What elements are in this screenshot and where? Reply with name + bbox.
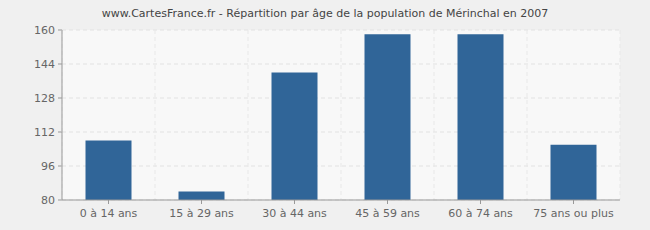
bar — [458, 34, 504, 200]
x-tick-mark — [387, 200, 388, 204]
tick-mark — [58, 200, 62, 201]
bar — [365, 34, 411, 200]
bar — [272, 73, 318, 201]
x-tick-mark — [480, 200, 481, 204]
x-tick-label: 75 ans ou plus — [533, 207, 614, 220]
tick-mark — [58, 132, 62, 133]
title: www.CartesFrance.fr - Répartition par âg… — [102, 7, 549, 20]
grid-line — [62, 200, 620, 201]
grid-line-vertical — [620, 30, 621, 200]
chart-svg: www.CartesFrance.fr - Répartition par âg… — [0, 0, 650, 230]
x-tick-label: 45 à 59 ans — [355, 207, 420, 220]
x-tick-mark — [294, 200, 295, 204]
grid-line — [62, 98, 620, 99]
y-axis — [62, 30, 63, 200]
x-tick-mark — [108, 200, 109, 204]
x-tick-label: 60 à 74 ans — [448, 207, 513, 220]
y-tick-label: 128 — [34, 92, 55, 105]
y-tick-label: 96 — [41, 160, 55, 173]
grid-line-vertical — [62, 30, 63, 200]
grid-line — [62, 64, 620, 65]
x-tick-label: 30 à 44 ans — [262, 207, 327, 220]
x-tick-label: 0 à 14 ans — [80, 207, 138, 220]
background — [0, 0, 650, 230]
tick-mark — [58, 166, 62, 167]
y-tick-label: 80 — [41, 194, 55, 207]
x-axis — [62, 200, 620, 201]
chart-container: www.CartesFrance.fr - Répartition par âg… — [0, 0, 650, 230]
x-tick-label: 15 à 29 ans — [169, 207, 234, 220]
y-tick-label: 112 — [34, 126, 55, 139]
grid-line-vertical — [155, 30, 156, 200]
bar — [86, 141, 132, 201]
bar — [551, 145, 597, 200]
bar — [179, 192, 225, 201]
grid-line-vertical — [434, 30, 435, 200]
tick-mark — [58, 98, 62, 99]
x-tick-mark — [573, 200, 574, 204]
grid-line-vertical — [527, 30, 528, 200]
x-tick-mark — [201, 200, 202, 204]
tick-mark — [58, 64, 62, 65]
bars — [86, 34, 597, 200]
grid-line-vertical — [248, 30, 249, 200]
y-tick-label: 144 — [34, 58, 55, 71]
tick-mark — [58, 30, 62, 31]
grid-line-vertical — [341, 30, 342, 200]
plot-background — [62, 30, 620, 200]
y-tick-label: 160 — [34, 24, 55, 37]
